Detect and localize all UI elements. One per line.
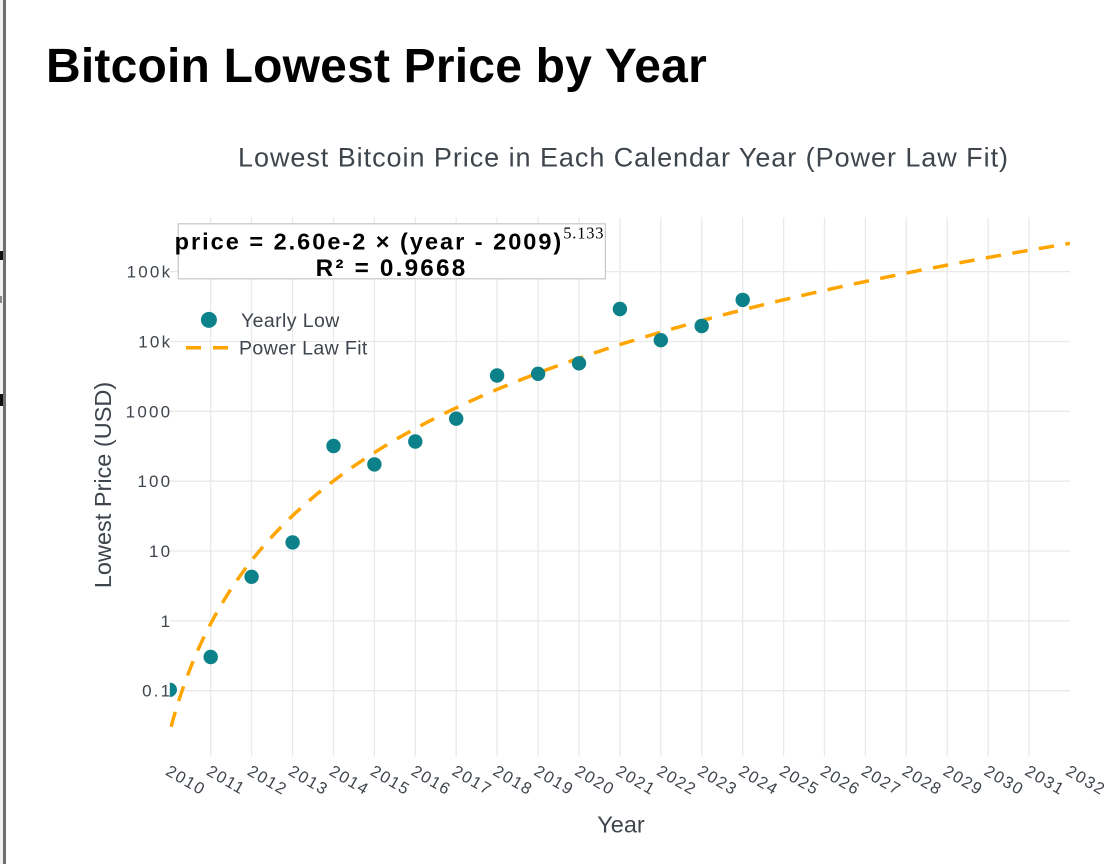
svg-text:2014: 2014 (326, 762, 372, 799)
svg-text:2028: 2028 (899, 762, 945, 799)
svg-text:2011: 2011 (204, 762, 249, 798)
svg-text:10k: 10k (138, 333, 172, 352)
svg-text:2024: 2024 (736, 762, 782, 799)
svg-text:2012: 2012 (244, 762, 290, 799)
svg-text:2030: 2030 (981, 762, 1027, 799)
svg-text:2027: 2027 (858, 762, 904, 799)
svg-text:2018: 2018 (490, 762, 536, 799)
svg-text:R² = 0.9668: R² = 0.9668 (316, 255, 468, 282)
svg-text:2013: 2013 (285, 762, 331, 799)
svg-text:2032: 2032 (1063, 762, 1104, 799)
svg-text:2026: 2026 (817, 762, 863, 799)
svg-text:2020: 2020 (572, 762, 618, 799)
svg-text:Power Law Fit: Power Law Fit (239, 338, 368, 360)
svg-text:price = 2.60e-2 × (year - 2009: price = 2.60e-2 × (year - 2009)5.133 (175, 224, 605, 255)
svg-text:1000: 1000 (126, 402, 173, 421)
svg-text:2015: 2015 (367, 762, 413, 799)
svg-text:2021: 2021 (613, 762, 659, 799)
svg-text:10: 10 (149, 542, 172, 561)
svg-text:2022: 2022 (654, 762, 700, 799)
svg-text:2017: 2017 (449, 762, 495, 799)
svg-text:1: 1 (161, 612, 173, 631)
svg-text:2031: 2031 (1022, 762, 1068, 799)
svg-text:2029: 2029 (940, 762, 986, 799)
svg-text:Yearly Low: Yearly Low (241, 310, 340, 332)
svg-text:2010: 2010 (163, 762, 209, 799)
svg-text:Lowest Price (USD): Lowest Price (USD) (90, 382, 116, 588)
svg-text:2023: 2023 (695, 762, 741, 799)
svg-text:Lowest Bitcoin Price in Each C: Lowest Bitcoin Price in Each Calendar Ye… (238, 143, 1009, 173)
svg-text:2016: 2016 (408, 762, 454, 799)
svg-text:100: 100 (137, 472, 172, 491)
svg-text:0.1: 0.1 (142, 682, 172, 701)
svg-text:2025: 2025 (776, 762, 822, 799)
svg-text:100k: 100k (127, 263, 173, 282)
svg-text:Year: Year (597, 812, 645, 838)
svg-text:2019: 2019 (531, 762, 577, 799)
